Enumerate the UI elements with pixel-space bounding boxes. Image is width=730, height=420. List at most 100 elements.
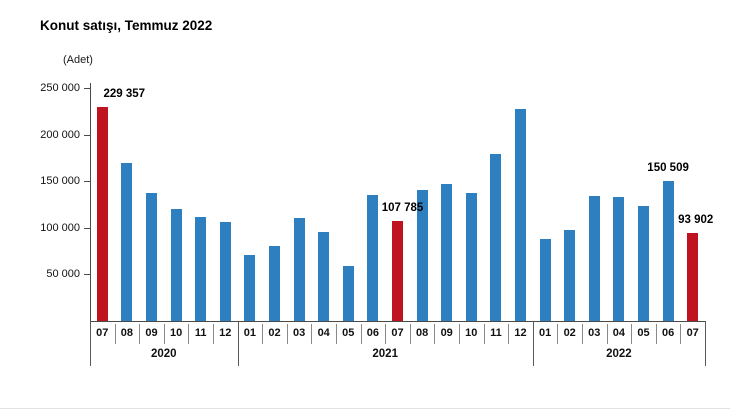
month-separator [557, 324, 559, 344]
month-label: 07 [391, 327, 404, 339]
year-separator [90, 321, 91, 366]
month-separator [434, 324, 436, 344]
bar-value-label: 150 509 [647, 161, 689, 174]
bar [146, 193, 157, 321]
bar [564, 229, 576, 321]
bar [539, 238, 551, 321]
month-separator [483, 324, 485, 344]
month-label: 09 [440, 327, 453, 339]
month-separator [286, 324, 288, 344]
bar [441, 183, 453, 321]
year-label: 2022 [606, 348, 632, 360]
bar [244, 254, 256, 321]
month-label: 04 [317, 327, 330, 339]
month-label: 10 [465, 327, 478, 339]
bar [219, 222, 231, 321]
month-label: 12 [219, 327, 232, 339]
year-label: 2020 [151, 348, 177, 360]
month-separator [459, 324, 460, 344]
x-axis-line [90, 321, 705, 322]
month-label: 07 [96, 327, 109, 339]
chart-title: Konut satışı, Temmuz 2022 [40, 18, 213, 33]
month-label: 07 [686, 327, 699, 339]
bar [293, 217, 305, 321]
year-separator [532, 321, 534, 366]
month-label: 01 [243, 327, 257, 339]
bar [638, 206, 649, 321]
y-tick-label: 50 000 [46, 268, 80, 281]
month-separator [262, 324, 264, 344]
month-separator [311, 324, 313, 344]
bar [318, 231, 330, 321]
y-axis-line [90, 83, 91, 321]
month-separator [680, 324, 682, 344]
month-separator [582, 324, 583, 344]
bar [588, 196, 600, 321]
month-label: 03 [292, 327, 306, 339]
year-label: 2021 [372, 348, 398, 360]
month-label: 11 [490, 327, 502, 339]
month-label: 10 [169, 327, 183, 339]
year-separator [237, 321, 239, 366]
month-label: 06 [661, 327, 675, 339]
month-label: 12 [514, 327, 527, 339]
bottom-divider [0, 408, 730, 409]
month-label: 08 [120, 327, 134, 339]
bar-highlighted [392, 220, 403, 321]
month-separator [139, 324, 141, 344]
month-label: 11 [194, 327, 207, 339]
bar [121, 162, 133, 321]
month-separator [606, 324, 608, 344]
y-tick-mark [84, 274, 90, 276]
month-separator [336, 324, 337, 344]
bar [613, 197, 625, 321]
month-separator [409, 324, 411, 344]
month-separator [655, 324, 657, 344]
bar [490, 154, 502, 321]
bar-value-label: 107 785 [381, 201, 424, 214]
bar [465, 193, 477, 321]
month-separator [631, 324, 633, 344]
month-label: 02 [268, 327, 281, 339]
month-label: 03 [588, 327, 601, 339]
month-label: 06 [366, 327, 380, 339]
bar [269, 245, 280, 321]
bar [367, 195, 379, 321]
bar [195, 216, 207, 321]
y-tick-mark [84, 227, 90, 229]
month-separator [163, 324, 165, 344]
bar [416, 189, 428, 321]
bar-highlighted [687, 233, 699, 321]
y-tick-label: 200 000 [40, 128, 80, 141]
bar [515, 109, 526, 321]
month-separator [385, 324, 387, 344]
y-axis-unit-label: (Adet) [63, 54, 93, 66]
bar [342, 266, 354, 321]
month-separator [360, 324, 362, 344]
month-separator [114, 324, 116, 344]
month-label: 04 [612, 327, 626, 339]
bar [170, 209, 182, 321]
month-separator [188, 324, 190, 344]
y-tick-mark [84, 88, 90, 89]
bar [662, 180, 674, 321]
month-label: 09 [145, 327, 158, 339]
y-tick-mark [84, 181, 90, 183]
y-tick-label: 100 000 [40, 221, 80, 234]
bar-highlighted [96, 107, 108, 321]
month-label: 05 [637, 327, 650, 339]
bar-value-label: 229 357 [103, 88, 146, 101]
bar-value-label: 93 902 [678, 214, 714, 227]
year-separator [705, 321, 706, 366]
month-label: 02 [563, 327, 576, 339]
y-tick-mark [84, 134, 90, 136]
month-label: 05 [342, 327, 355, 339]
month-separator [213, 324, 214, 344]
y-tick-label: 250 000 [40, 82, 80, 94]
month-label: 08 [415, 327, 429, 339]
month-separator [508, 324, 510, 344]
y-tick-label: 150 000 [40, 175, 80, 188]
month-label: 01 [538, 327, 552, 339]
